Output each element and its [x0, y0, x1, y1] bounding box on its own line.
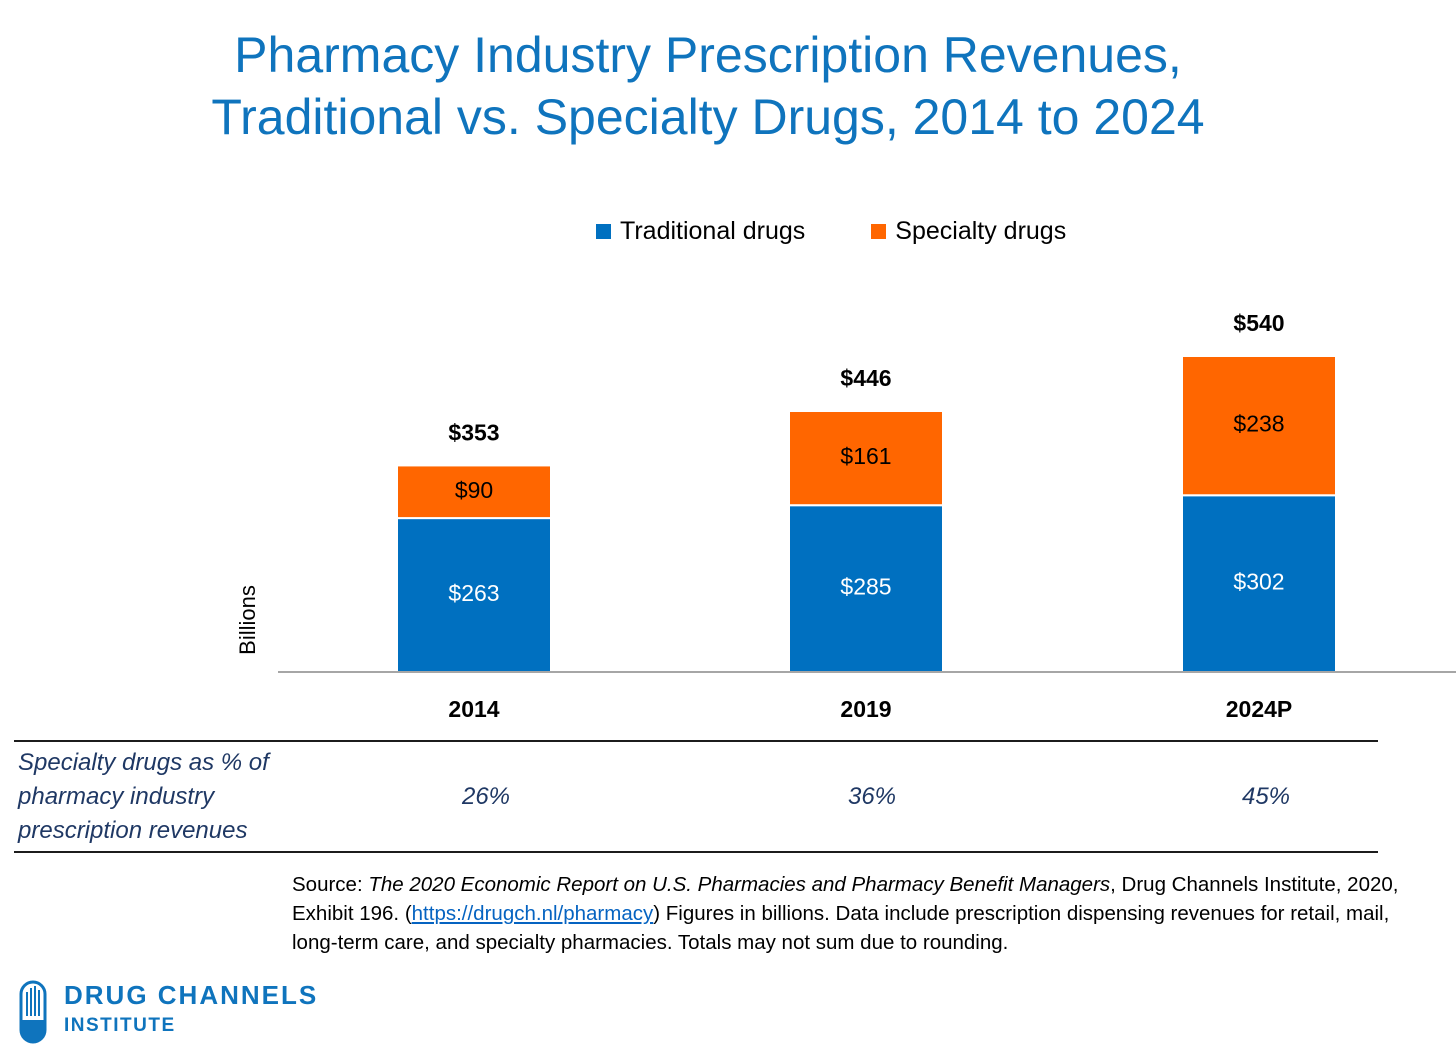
bar-label-traditional-2019: $285	[840, 574, 891, 600]
specialty-share-2024p: 45%	[1241, 783, 1291, 810]
legend-item-specialty: Specialty drugs	[871, 217, 1066, 246]
x-tick-label-2014: 2014	[448, 696, 499, 722]
bar-traditional-2014	[396, 517, 552, 674]
title-line-2: Traditional vs. Specialty Drugs, 2014 to…	[211, 89, 1205, 145]
x-tick-label-2024P: 2024P	[1226, 696, 1293, 722]
legend-label-traditional: Traditional drugs	[620, 216, 806, 245]
total-label-2019: $446	[840, 365, 891, 391]
bar-traditional-2019	[788, 504, 944, 673]
logo-text: DRUG CHANNELS INSTITUTE	[64, 978, 318, 1040]
legend: Traditional drugs Specialty drugs	[596, 214, 1066, 248]
logo-line-2: INSTITUTE	[64, 1015, 176, 1036]
stacked-bar-chart: $263 $90 $353 2014 $285 $161 $446 2019 $302 $238 $…	[278, 310, 1456, 722]
chart-title: Pharmacy Industry Prescription Revenues,…	[0, 24, 1416, 148]
logo-line-1: DRUG CHANNELS	[64, 980, 319, 1010]
bar-specialty-2019	[788, 410, 944, 507]
bar-label-traditional-2024P: $302	[1233, 569, 1284, 595]
capsule-icon	[19, 980, 47, 1044]
legend-swatch-specialty	[871, 223, 887, 239]
total-label-2024P: $540	[1233, 310, 1284, 336]
title-line-1: Pharmacy Industry Prescription Revenues,	[234, 27, 1182, 83]
source-prefix: Source:	[292, 873, 369, 896]
bar-label-specialty-2024P: $238	[1233, 411, 1284, 437]
total-label-2014: $353	[448, 420, 499, 446]
legend-label-specialty: Specialty drugs	[895, 216, 1067, 245]
bar-label-traditional-2014: $263	[448, 580, 499, 606]
x-tick-label-2019: 2019	[840, 696, 891, 722]
source-mid: , Drug Channels Institute, 2020, Exhibit…	[292, 873, 1399, 925]
source-report-title: The 2020 Economic Report on U.S. Pharmac…	[368, 873, 1111, 896]
specialty-share-2014: 26%	[461, 783, 511, 810]
source-note: Source: The 2020 Economic Report on U.S.…	[292, 870, 1432, 957]
specialty-share-row-label: Specialty drugs as % of pharmacy industr…	[18, 749, 269, 844]
table-top-rule	[14, 740, 1378, 742]
table-bottom-rule	[14, 851, 1378, 853]
specialty-share-2019: 36%	[847, 783, 897, 810]
drug-channels-logo: DRUG CHANNELS INSTITUTE	[18, 978, 318, 1046]
bar-label-specialty-2014: $90	[455, 477, 493, 503]
bar-specialty-2024P	[1181, 355, 1337, 497]
source-suffix: ) Figures in billions. Data include pres…	[292, 902, 1390, 954]
source-link[interactable]: https://drugch.nl/pharmacy	[411, 902, 654, 925]
legend-item-traditional: Traditional drugs	[596, 217, 805, 246]
legend-swatch-traditional	[596, 223, 611, 239]
y-axis-label: Billions	[235, 585, 260, 655]
bar-specialty-2014	[396, 464, 552, 520]
bar-label-specialty-2019: $161	[840, 443, 891, 469]
